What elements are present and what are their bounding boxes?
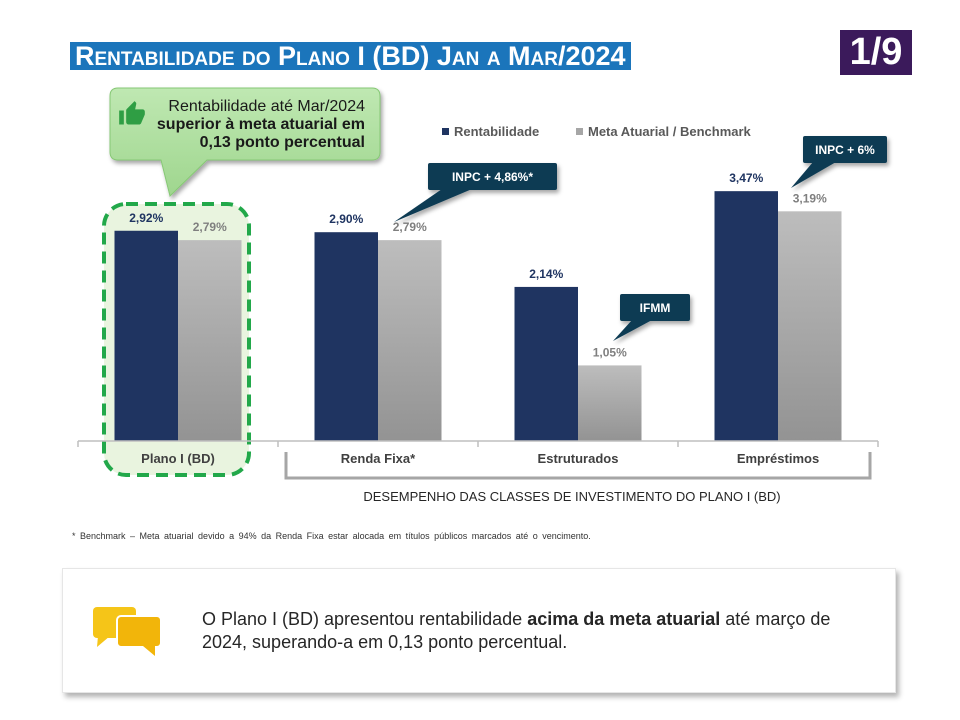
- legend-item-rentabilidade: Rentabilidade: [442, 124, 539, 140]
- legend-swatch-meta-atuarial: [576, 128, 583, 136]
- summary-text-end: até março de 2024, superando-a em 0,13 p…: [202, 609, 831, 652]
- category-label-renda-fixa: Renda Fixa*: [341, 451, 416, 466]
- category-group-label: DESEMPENHO DAS CLASSES DE INVESTIMENTO D…: [363, 489, 781, 504]
- bar-meta-atuarial-benchmark-renda-fixa: [378, 240, 442, 441]
- category-label-plano-i-bd: Plano I (BD): [141, 451, 215, 466]
- bar-rentabilidade-renda-fixa: [314, 232, 378, 441]
- benchmark-callout-emprestimos: INPC + 6%: [791, 136, 887, 188]
- speech-bubbles-icon: [93, 607, 162, 656]
- bar-rentabilidade-emprestimos: [714, 191, 778, 441]
- bar-meta-atuarial-benchmark-emprestimos: [778, 211, 842, 441]
- bar-chart: 2,92% 2,90% 2,14% 3,47% 2,79% 2,79% 1,05% 3,19%…: [77, 87, 887, 480]
- callout-box: [428, 163, 557, 190]
- value-label-rentabilidade-renda-fixa: 2,90%: [329, 212, 363, 226]
- thumbs-up-icon: [119, 101, 145, 125]
- callout-box: [803, 136, 887, 163]
- summary-text-start: O Plano I (BD) apresentou rentabilidade: [202, 609, 528, 629]
- value-labels-group: 2,92% 2,90% 2,14% 3,47% 2,79% 2,79% 1,05% 3,19%: [129, 171, 827, 359]
- bar-rentabilidade-plano-i-bd: [114, 230, 178, 441]
- category-label-estruturados: Estruturados: [538, 451, 619, 466]
- callout-label-estruturados: IFMM: [640, 301, 671, 315]
- callout-pointer: [613, 320, 652, 341]
- callout-pointer: [394, 189, 472, 222]
- category-group-bracket: [284, 452, 872, 480]
- value-label-meta-atuarial-benchmark-renda-fixa: 2,79%: [393, 220, 427, 234]
- bars-group: [114, 191, 842, 441]
- benchmark-callout-estruturados: IFMM: [613, 294, 690, 341]
- callout-label-emprestimos: INPC + 6%: [815, 143, 875, 157]
- page-indicator: 1/9: [840, 30, 912, 75]
- legend-swatch-rentabilidade: [442, 128, 449, 136]
- summary-text: O Plano I (BD) apresentou rentabilidade …: [202, 608, 852, 654]
- callout-pointer: [791, 162, 836, 188]
- callout-box: [620, 294, 690, 321]
- benchmark-callout-renda-fixa: INPC + 4,86%*: [394, 163, 557, 222]
- summary-box: O Plano I (BD) apresentou rentabilidade …: [62, 568, 896, 693]
- legend-label-meta-atuarial: Meta Atuarial / Benchmark: [588, 124, 751, 139]
- highlight-callout-text: Rentabilidade até Mar/2024 superior à me…: [150, 98, 365, 152]
- legend-item-meta-atuarial: Meta Atuarial / Benchmark: [576, 124, 751, 140]
- highlight-callout-line-3: 0,13 ponto percentual: [199, 134, 365, 151]
- bar-meta-atuarial-benchmark-plano-i-bd: [178, 240, 242, 441]
- value-label-rentabilidade-estruturados: 2,14%: [529, 267, 563, 281]
- callout-label-renda-fixa: INPC + 4,86%*: [452, 170, 533, 184]
- legend-label-rentabilidade: Rentabilidade: [454, 124, 540, 139]
- value-label-meta-atuarial-benchmark-emprestimos: 3,19%: [793, 191, 827, 205]
- bar-rentabilidade-estruturados: [514, 286, 578, 441]
- x-axis-ticks: [77, 441, 879, 447]
- category-label-emprestimos: Empréstimos: [737, 451, 819, 466]
- highlight-callout-line-2: superior à meta atuarial em: [156, 116, 365, 133]
- highlight-callout-shape: [109, 87, 381, 197]
- value-label-meta-atuarial-benchmark-plano-i-bd: 2,79%: [193, 220, 227, 234]
- value-label-meta-atuarial-benchmark-estruturados: 1,05%: [593, 345, 627, 359]
- slide-title: Rentabilidade do Plano I (BD) Jan a Mar/…: [70, 42, 631, 70]
- value-label-rentabilidade-emprestimos: 3,47%: [729, 171, 763, 185]
- highlight-callout-line-1: Rentabilidade até Mar/2024: [168, 98, 365, 115]
- value-label-rentabilidade-plano-i-bd: 2,92%: [129, 211, 163, 225]
- bar-meta-atuarial-benchmark-estruturados: [578, 365, 642, 441]
- footnote: * Benchmark – Meta atuarial devido a 94%…: [72, 531, 591, 541]
- summary-text-emphasis: acima da meta atuarial: [527, 609, 721, 629]
